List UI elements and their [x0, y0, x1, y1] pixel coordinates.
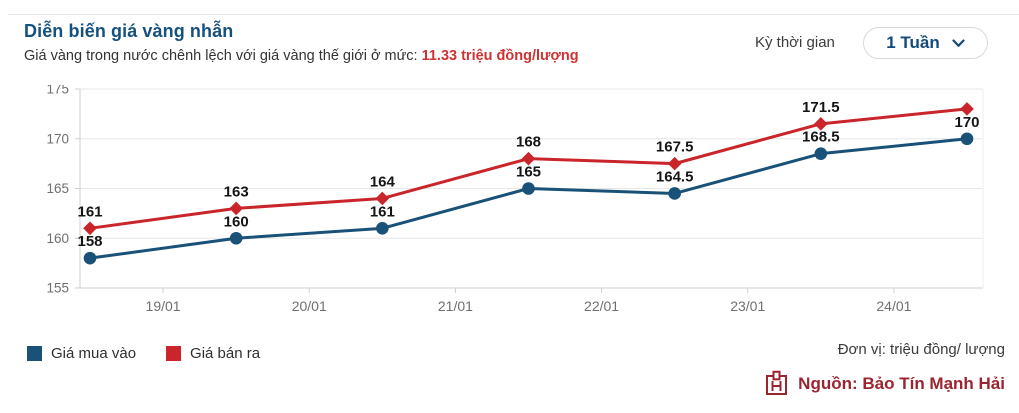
source-row: Nguồn: Bảo Tín Mạnh Hải — [764, 370, 1005, 397]
data-point-circle[interactable] — [83, 251, 97, 265]
legend-item[interactable]: Giá mua vào — [27, 345, 136, 362]
x-tick-label: 20/01 — [292, 298, 327, 314]
period-value: 1 Tuần — [886, 33, 940, 52]
chevron-down-icon — [952, 38, 965, 48]
data-point-diamond[interactable] — [229, 201, 243, 216]
data-point-circle[interactable] — [229, 231, 243, 245]
chart-legend: Giá mua vào Giá bán ra — [27, 345, 260, 362]
data-point-circle[interactable] — [668, 187, 681, 200]
x-tick-label: 23/01 — [730, 298, 765, 314]
data-point-label: 161 — [77, 203, 102, 220]
period-dropdown[interactable]: 1 Tuần — [863, 27, 988, 59]
data-point-label: 168.5 — [802, 129, 840, 146]
data-point-diamond[interactable] — [83, 221, 97, 236]
unit-label: Đơn vị: triệu đồng/ lượng — [837, 341, 1005, 358]
y-tick-label: 175 — [46, 85, 69, 97]
data-point-label: 168 — [516, 134, 541, 151]
data-point-label: 163 — [224, 183, 249, 200]
data-point-label: 165 — [516, 164, 541, 181]
subtitle-highlight: 11.33 triệu đồng/lượng — [421, 48, 579, 64]
data-point-label: 164.5 — [656, 168, 694, 185]
data-point-label: 160 — [224, 213, 249, 230]
data-point-circle[interactable] — [376, 222, 389, 235]
subtitle-text: Giá vàng trong nước chênh lệch với giá v… — [24, 48, 422, 64]
legend-item[interactable]: Giá bán ra — [166, 345, 260, 362]
data-point-diamond[interactable] — [814, 117, 828, 131]
data-point-label: 158 — [77, 233, 102, 250]
data-point-label: 167.5 — [656, 139, 694, 156]
page-title: Diễn biến giá vàng nhẫn — [24, 21, 234, 41]
subtitle: Giá vàng trong nước chênh lệch với giá v… — [24, 48, 579, 64]
data-point-circle[interactable] — [960, 132, 974, 146]
legend-label: Giá mua vào — [51, 345, 137, 362]
data-point-diamond[interactable] — [667, 156, 682, 171]
data-point-label: 170 — [954, 114, 979, 131]
data-point-label: 171.5 — [802, 99, 840, 116]
y-tick-label: 170 — [46, 131, 69, 146]
source-label: Nguồn: Bảo Tín Mạnh Hải — [798, 373, 1005, 393]
x-tick-label: 21/01 — [438, 298, 473, 314]
legend-swatch — [27, 346, 42, 361]
data-point-label: 161 — [370, 203, 395, 220]
y-tick-label: 160 — [46, 231, 69, 246]
x-tick-label: 19/01 — [146, 298, 181, 314]
period-label: Kỳ thời gian — [755, 34, 835, 51]
price-chart: 155 160 165 170 175 19/01 20/01 21/01 22/01 23/01… — [46, 85, 984, 314]
top-divider — [8, 14, 1019, 15]
y-tick-label: 155 — [46, 281, 69, 296]
data-point-label: 164 — [370, 173, 396, 190]
y-tick-label: 165 — [46, 181, 69, 196]
x-tick-label: 24/01 — [876, 298, 911, 314]
x-tick-label: 22/01 — [584, 298, 619, 314]
legend-swatch — [166, 346, 182, 361]
data-point-diamond[interactable] — [521, 151, 536, 166]
data-point-diamond[interactable] — [960, 102, 974, 116]
legend-label: Giá bán ra — [190, 345, 261, 362]
data-point-circle[interactable] — [814, 147, 828, 160]
baotin-manhhai-logo-icon — [764, 370, 789, 397]
data-point-circle[interactable] — [522, 182, 535, 195]
